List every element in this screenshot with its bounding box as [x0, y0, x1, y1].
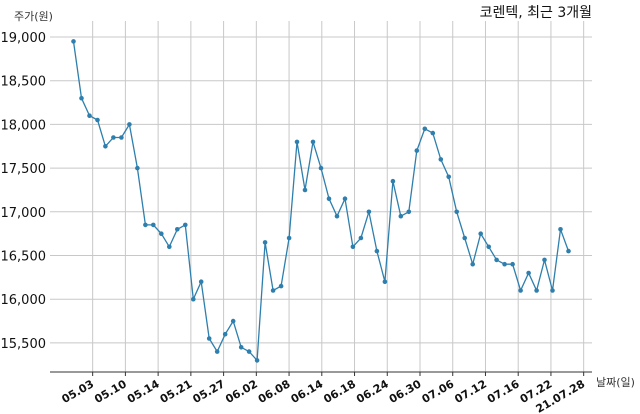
data-point [79, 95, 84, 101]
x-tick-labels: 05.0305.1005.1405.2105.2706.0206.0806.14… [60, 377, 588, 414]
x-tick-label: 07.16 [485, 377, 522, 406]
x-tick-label: 06.18 [321, 377, 358, 406]
x-tick-label: 05.27 [190, 377, 227, 406]
data-point [262, 240, 268, 245]
data-point [159, 231, 164, 236]
y-tick-label: 15,500 [1, 337, 47, 352]
data-point [382, 279, 388, 285]
data-point [246, 349, 252, 354]
y-tick-label: 18,500 [1, 75, 47, 90]
y-tick-label: 16,000 [1, 293, 47, 308]
data-point [167, 244, 172, 250]
data-point [422, 126, 428, 132]
data-point [334, 213, 340, 219]
chart-title: 코렌텍, 최근 3개월 [480, 5, 592, 21]
y-axis-label: 주가(원) [14, 10, 53, 23]
data-point [103, 144, 108, 149]
data-point [534, 288, 539, 293]
data-point [191, 296, 196, 302]
data-point [526, 270, 531, 276]
data-point [127, 122, 132, 127]
data-point [486, 244, 492, 250]
data-point [542, 257, 547, 263]
x-tick-label: 05.21 [158, 377, 195, 406]
data-point [398, 213, 404, 219]
y-tick-label: 16,500 [1, 250, 47, 265]
data-point [326, 196, 332, 201]
x-tick-label: 06.24 [354, 377, 391, 406]
y-tick-label: 19,000 [1, 31, 47, 46]
y-tick-labels: 15,500 16,000 16,500 17,000 17,500 18,000 18,5… [1, 31, 47, 352]
data-point [566, 248, 571, 254]
data-point [478, 231, 484, 236]
data-point [198, 279, 204, 285]
data-point [342, 196, 348, 201]
data-point [151, 222, 156, 228]
x-tick-label: 05.14 [125, 377, 162, 406]
data-point [310, 139, 316, 145]
data-point [366, 209, 372, 215]
data-point [454, 209, 460, 215]
x-tick-label: 06.30 [387, 377, 424, 406]
data-point [318, 165, 324, 171]
x-tick-label: 05.03 [60, 377, 97, 406]
data-point [390, 178, 396, 184]
x-tick-label: 05.10 [92, 377, 129, 406]
data-point [230, 318, 236, 324]
data-point [350, 244, 356, 250]
data-point [111, 135, 116, 140]
y-tick-label: 17,000 [1, 206, 47, 221]
data-point [494, 257, 499, 263]
data-point [462, 235, 468, 241]
data-point [87, 113, 92, 118]
data-point [175, 227, 180, 232]
data-point [222, 331, 228, 337]
y-tick-label: 17,500 [1, 162, 47, 177]
data-point [374, 248, 380, 254]
x-tick-label: 07.06 [420, 377, 457, 406]
x-tick-label: 06.08 [256, 377, 293, 406]
data-point [119, 135, 124, 140]
data-point [183, 222, 188, 228]
x-tick-label: 06.02 [223, 377, 260, 406]
data-point [95, 117, 100, 123]
data-point [550, 288, 555, 293]
data-point [302, 187, 308, 193]
data-point [286, 235, 292, 241]
y-tick-label: 18,000 [1, 118, 47, 133]
x-axis-label: 날짜(일) [596, 375, 635, 389]
data-point [238, 345, 244, 350]
grid [50, 21, 592, 376]
x-tick-label: 06.14 [289, 377, 326, 406]
data-point [414, 148, 420, 153]
data-point [502, 261, 507, 267]
price-line [72, 41, 570, 362]
data-point [278, 283, 284, 289]
data-point [214, 349, 220, 354]
data-point [254, 358, 260, 363]
data-point [358, 235, 364, 241]
data-point [294, 139, 300, 145]
data-point [438, 157, 444, 162]
data-point [518, 288, 523, 293]
data-point [143, 222, 148, 228]
data-points [71, 39, 571, 363]
data-point [270, 288, 276, 293]
data-point [470, 261, 476, 267]
x-tick-label: 07.12 [452, 377, 489, 406]
data-point [430, 130, 436, 136]
data-point [206, 336, 212, 341]
data-point [135, 165, 140, 171]
data-point [558, 227, 563, 232]
data-point [406, 209, 412, 215]
data-point [446, 174, 452, 180]
data-point [510, 261, 515, 267]
data-point [71, 39, 76, 44]
